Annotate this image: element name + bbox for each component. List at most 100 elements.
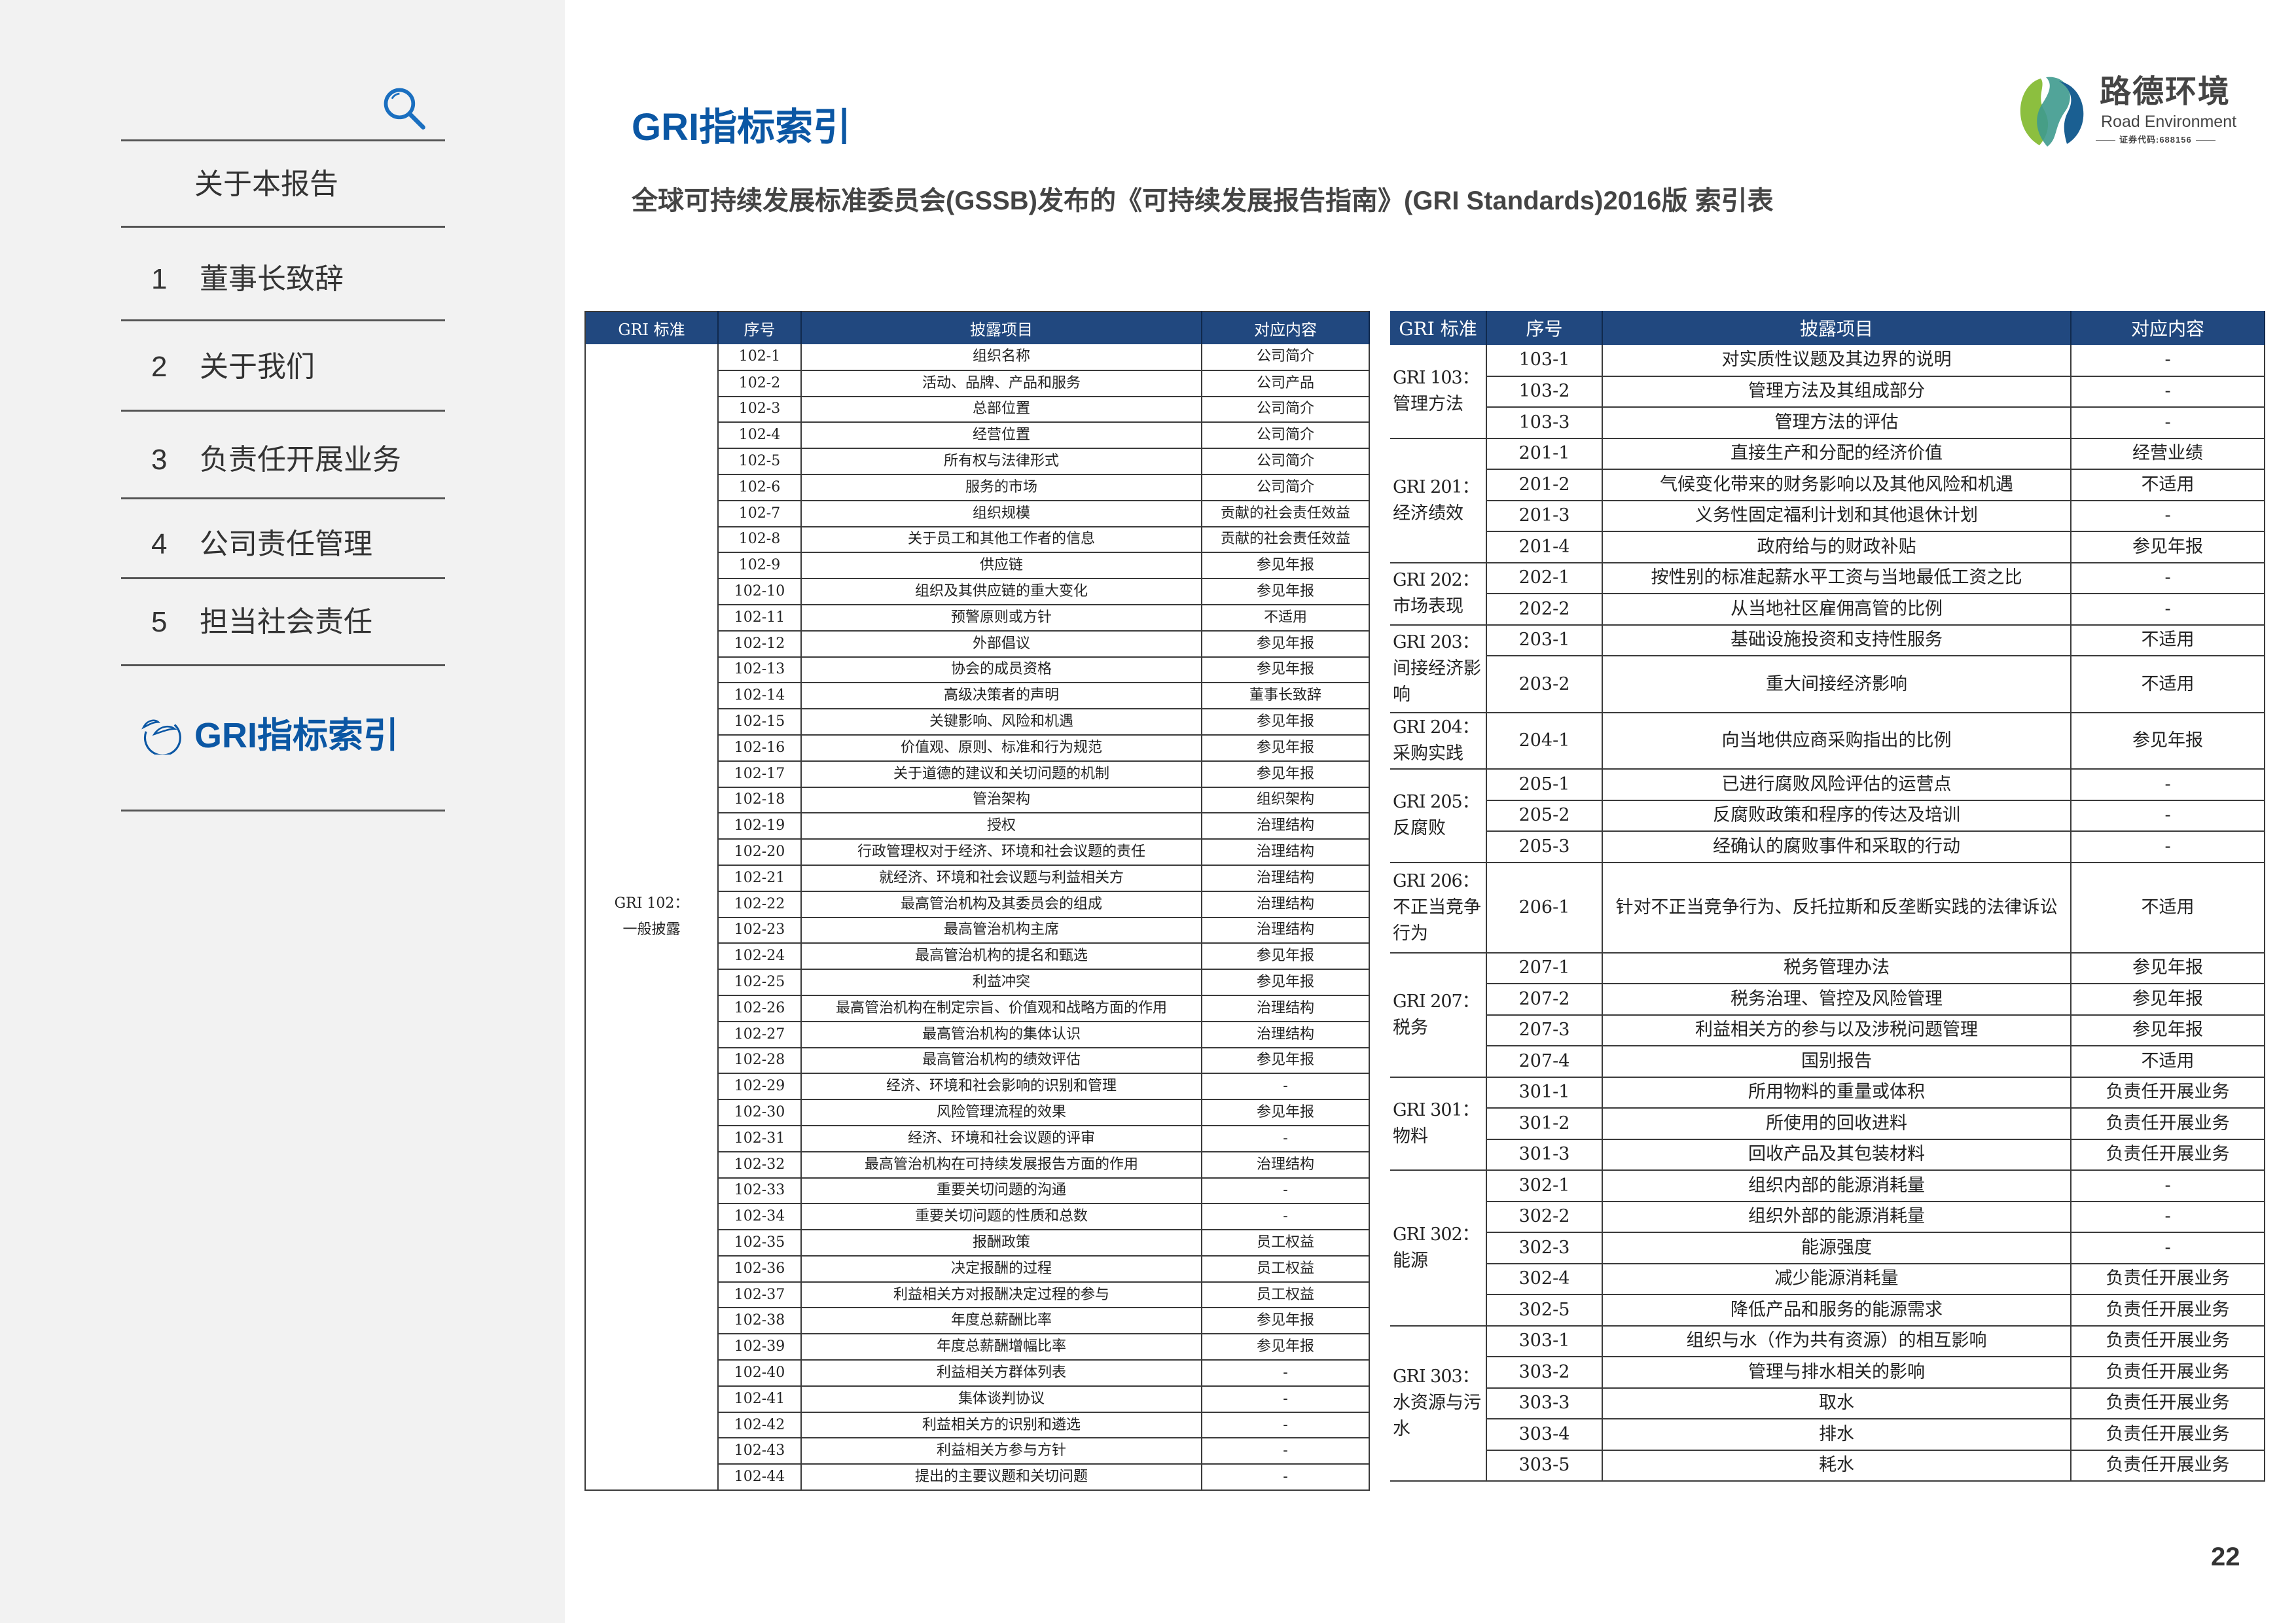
disclosure-item: 管治架构 xyxy=(800,787,1202,814)
corresponding-content: - xyxy=(2070,500,2265,532)
sidebar-item-chairman[interactable]: 1 董事长致辞 xyxy=(121,260,445,299)
gri-standard-name: 不正当竞争行为 xyxy=(1393,897,1481,944)
disclosure-number: 205-2 xyxy=(1486,800,1602,832)
disclosure-item: 报酬政策 xyxy=(800,1230,1202,1257)
gri-standard-name: 反腐败 xyxy=(1393,818,1446,839)
corresponding-content: 负责任开展业务 xyxy=(2070,1294,2265,1327)
corresponding-content: - xyxy=(2070,345,2265,377)
disclosure-item: 减少能源消耗量 xyxy=(1602,1263,2071,1295)
gri-standard-cell: GRI 207： 税务 xyxy=(1390,952,1486,1078)
disclosure-item: 组织规模 xyxy=(800,500,1202,527)
corresponding-content: 不适用 xyxy=(2070,1046,2265,1078)
disclosure-number: 103-3 xyxy=(1486,407,1602,439)
sidebar-item-social-responsibility[interactable]: 5 担当社会责任 xyxy=(121,603,445,642)
disclosure-number: 102-13 xyxy=(717,656,801,684)
corresponding-content: 公司简介 xyxy=(1201,396,1369,423)
corresponding-content: 董事长致辞 xyxy=(1201,683,1369,710)
corresponding-content: 负责任开展业务 xyxy=(2070,1325,2265,1357)
corresponding-content: 贡献的社会责任效益 xyxy=(1201,500,1369,527)
disclosure-number: 102-11 xyxy=(717,604,801,632)
gri-standard-name: 采购实践 xyxy=(1393,743,1463,764)
table-row: 102-31 经济、环境和社会议题的评审 - xyxy=(585,1125,1369,1152)
disclosure-number: 102-30 xyxy=(717,1099,801,1126)
table-row: 102-14 高级决策者的声明 董事长致辞 xyxy=(585,683,1369,710)
table-row: 102-37 利益相关方对报酬决定过程的参与 员工权益 xyxy=(585,1281,1369,1309)
table-row: 303-3 取水 负责任开展业务 xyxy=(1390,1387,2265,1419)
disclosure-item: 政府给与的财政补贴 xyxy=(1602,531,2071,563)
disclosure-number: 102-21 xyxy=(717,865,801,892)
sidebar-item-responsible-business[interactable]: 3 负责任开展业务 xyxy=(121,440,445,480)
disclosure-item: 气候变化带来的财务影响以及其他风险和机遇 xyxy=(1602,469,2071,501)
disclosure-number: 201-1 xyxy=(1486,438,1602,470)
gri-standard-code: GRI 204： xyxy=(1393,717,1480,738)
divider xyxy=(121,810,445,812)
divider xyxy=(121,226,445,228)
disclosure-number: 102-17 xyxy=(717,760,801,788)
disclosure-item: 针对不正当竞争行为、反托拉斯和反垄断实践的法律诉讼 xyxy=(1602,862,2071,954)
disclosure-item: 活动、品牌、产品和服务 xyxy=(800,370,1202,397)
table-row: 102-32 最高管治机构在可持续发展报告方面的作用 治理结构 xyxy=(585,1151,1369,1179)
disclosure-item: 行政管理权对于经济、环境和社会议题的责任 xyxy=(800,839,1202,866)
disclosure-number: 102-1 xyxy=(717,344,801,371)
gri-standard-name: 间接经济影响 xyxy=(1393,658,1481,705)
disclosure-item: 直接生产和分配的经济价值 xyxy=(1602,438,2071,470)
table-row: 102-34 重要关切问题的性质和总数 - xyxy=(585,1204,1369,1231)
search-icon[interactable] xyxy=(380,84,429,134)
disclosure-item: 对实质性议题及其边界的说明 xyxy=(1602,345,2071,377)
table-row: 201-4 政府给与的财政补贴 参见年报 xyxy=(1390,531,2265,563)
column-header-disclosure: 披露项目 xyxy=(801,312,1202,344)
sidebar-item-about-us[interactable]: 2 关于我们 xyxy=(121,348,445,387)
corresponding-content: 公司简介 xyxy=(1201,422,1369,450)
disclosure-item: 最高管治机构的集体认识 xyxy=(800,1021,1202,1048)
disclosure-item: 供应链 xyxy=(800,552,1202,580)
corresponding-content: - xyxy=(2070,1201,2265,1233)
table-row: 102-41 集体谈判协议 - xyxy=(585,1385,1369,1413)
table-row: 102-26 最高管治机构在制定宗旨、价值观和战略方面的作用 治理结构 xyxy=(585,995,1369,1022)
table-row: GRI 207： 税务 207-1 税务管理办法 参见年报 xyxy=(1390,952,2265,1078)
disclosure-item: 重要关切问题的沟通 xyxy=(800,1177,1202,1205)
disclosure-item: 决定报酬的过程 xyxy=(800,1255,1202,1283)
disclosure-number: 102-3 xyxy=(717,396,801,423)
disclosure-number: 102-24 xyxy=(717,943,801,971)
table-row: 303-2 管理与排水相关的影响 负责任开展业务 xyxy=(1390,1357,2265,1389)
gri-standard-cell: GRI 102： 一般披露 xyxy=(584,344,718,1491)
disclosure-number: 302-1 xyxy=(1486,1170,1602,1202)
table-row: 102-38 年度总薪酬比率 参见年报 xyxy=(585,1308,1369,1335)
corresponding-content: 参见年报 xyxy=(1201,1308,1369,1335)
table-row: 207-2 税务治理、管控及风险管理 参见年报 xyxy=(1390,984,2265,1016)
gri-standard-code: GRI 303： xyxy=(1393,1366,1480,1387)
corresponding-content: 参见年报 xyxy=(1201,579,1369,605)
disclosure-item: 经确认的腐败事件和采取的行动 xyxy=(1602,831,2071,863)
disclosure-number: 102-26 xyxy=(717,995,801,1022)
table-row: 203-2 重大间接经济影响 不适用 xyxy=(1390,656,2265,713)
sidebar-item-gri-index[interactable]: GRI指标索引 xyxy=(121,715,445,757)
corresponding-content: 公司产品 xyxy=(1201,370,1369,397)
sidebar-item-about-report[interactable]: 关于本报告 xyxy=(121,165,445,204)
gri-standard-cell: GRI 103： 管理方法 xyxy=(1390,345,1486,439)
disclosure-number: 102-34 xyxy=(717,1204,801,1231)
corresponding-content: 参见年报 xyxy=(1201,1099,1369,1126)
corresponding-content: - xyxy=(1201,1438,1369,1465)
table-row: 301-2 所使用的回收进料 负责任开展业务 xyxy=(1390,1108,2265,1140)
disclosure-item: 最高管治机构在制定宗旨、价值观和战略方面的作用 xyxy=(800,995,1202,1022)
corresponding-content: 治理结构 xyxy=(1201,891,1369,918)
corresponding-content: - xyxy=(2070,376,2265,408)
table-row: 102-36 决定报酬的过程 员工权益 xyxy=(585,1255,1369,1283)
corresponding-content: 公司简介 xyxy=(1201,474,1369,501)
disclosure-number: 103-2 xyxy=(1486,376,1602,408)
corresponding-content: 参见年报 xyxy=(1201,1047,1369,1075)
corresponding-content: 负责任开展业务 xyxy=(2070,1108,2265,1140)
sidebar-item-responsibility-management[interactable]: 4 公司责任管理 xyxy=(121,525,445,564)
sidebar-item-label: 担当社会责任 xyxy=(200,606,372,638)
table-row: 205-2 反腐败政策和程序的传达及培训 - xyxy=(1390,800,2265,832)
corresponding-content: - xyxy=(1201,1177,1369,1205)
disclosure-item: 最高管治机构主席 xyxy=(800,917,1202,944)
disclosure-item: 最高管治机构的提名和甄选 xyxy=(800,943,1202,971)
corresponding-content: 参见年报 xyxy=(1201,969,1369,996)
disclosure-number: 102-6 xyxy=(717,474,801,501)
divider xyxy=(121,497,445,499)
disclosure-item: 利益相关方对报酬决定过程的参与 xyxy=(800,1281,1202,1309)
gri-standard-code: GRI 103： xyxy=(1393,367,1480,388)
table-row: 202-2 从当地社区雇佣高管的比例 - xyxy=(1390,594,2265,626)
disclosure-item: 国别报告 xyxy=(1602,1046,2071,1078)
